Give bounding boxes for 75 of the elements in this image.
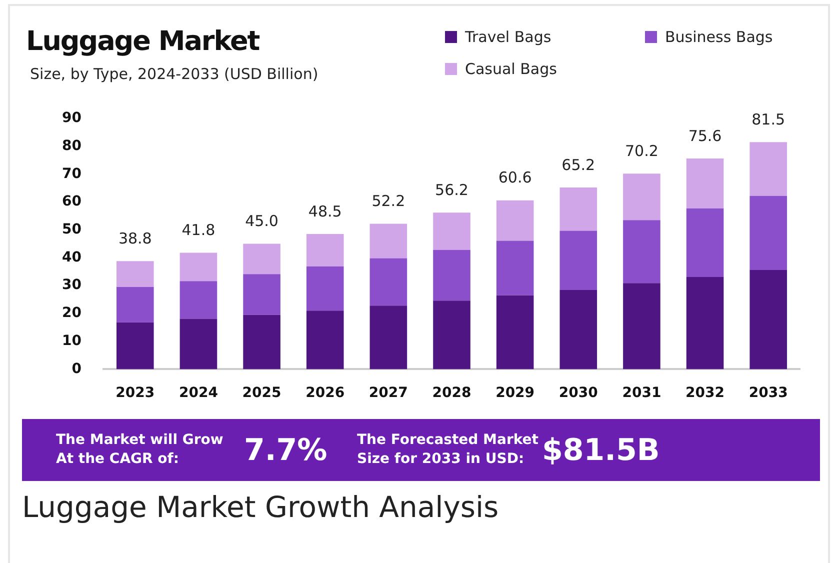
y-tick-label: 50 <box>62 222 82 238</box>
bar <box>496 240 534 296</box>
text: 7.7% <box>244 433 328 468</box>
bar <box>560 230 598 290</box>
text: Luggage Market Growth Analysis <box>22 490 499 524</box>
y-tick-label: 90 <box>62 110 82 126</box>
total-label: 65.2 <box>562 156 596 174</box>
bar <box>686 208 724 277</box>
bar <box>243 274 280 315</box>
y-tick-label: 30 <box>62 277 82 294</box>
x-tick-label: 2032 <box>686 385 725 402</box>
bar <box>433 300 470 370</box>
total-label: 52.2 <box>372 192 406 210</box>
bar <box>496 200 534 241</box>
bar <box>623 220 660 284</box>
bar <box>116 261 154 287</box>
bar <box>750 142 787 196</box>
total-label: 81.5 <box>752 110 786 128</box>
bar <box>686 158 724 208</box>
y-tick-label: 10 <box>62 332 82 349</box>
total-label: 70.2 <box>624 142 658 160</box>
y-tick-label: 40 <box>62 249 82 266</box>
x-tick-label: 2026 <box>306 385 345 402</box>
x-tick-label: 2033 <box>748 385 788 402</box>
bar <box>180 281 218 319</box>
y-tick-label: 0 <box>72 360 82 377</box>
legend-label: Casual Bags <box>464 60 558 78</box>
bar <box>560 290 598 370</box>
total-label: 45.0 <box>245 212 278 230</box>
x-tick-label: 2027 <box>368 385 408 402</box>
bar <box>306 234 344 266</box>
bar <box>370 306 408 370</box>
total-label: 41.8 <box>182 221 216 240</box>
text: The Forecasted Market Size for 2033 in USD: <box>357 432 538 467</box>
y-tick-label: 20 <box>62 305 82 322</box>
x-tick-label: 2028 <box>432 385 472 402</box>
bar <box>433 250 470 301</box>
y-tick-label: 60 <box>62 194 82 210</box>
bar <box>623 174 660 220</box>
total-label: 56.2 <box>435 180 468 199</box>
total-label: 38.8 <box>118 229 152 248</box>
bar <box>180 318 218 370</box>
chart-title: Luggage Market <box>26 26 260 57</box>
bar <box>750 270 787 370</box>
x-tick-label: 2030 <box>558 385 598 402</box>
bar <box>686 276 724 370</box>
x-tick-label: 2023 <box>116 385 155 402</box>
bar <box>116 286 154 322</box>
bar <box>370 224 408 258</box>
bar <box>243 244 280 274</box>
bar <box>306 310 344 370</box>
y-tick-label: 70 <box>62 166 82 182</box>
text: The Market will Grow At the CAGR of: <box>56 431 224 469</box>
bar <box>370 258 408 306</box>
bar <box>243 314 280 370</box>
bar <box>433 212 470 250</box>
x-tick-label: 2025 <box>242 385 282 402</box>
text: $81.5B <box>542 433 660 468</box>
x-tick-label: 2029 <box>496 385 535 402</box>
chart-subtitle: Size, by Type, 2024-2033 (USD Billion) <box>30 65 318 83</box>
bar <box>496 295 534 370</box>
x-tick-label: 2031 <box>622 385 662 402</box>
total-label: 48.5 <box>308 202 342 220</box>
y-tick-label: 80 <box>62 138 82 154</box>
bar <box>560 188 598 231</box>
x-tick-label: 2024 <box>178 385 218 402</box>
legend-label: Business Bags <box>664 28 774 46</box>
bar <box>750 196 787 270</box>
legend-label: Travel Bags <box>464 28 552 46</box>
bar <box>180 252 218 282</box>
total-label: 75.6 <box>688 126 722 145</box>
total-label: 60.6 <box>498 168 532 187</box>
bar <box>306 266 344 311</box>
bar <box>116 322 154 370</box>
bar <box>623 283 660 370</box>
